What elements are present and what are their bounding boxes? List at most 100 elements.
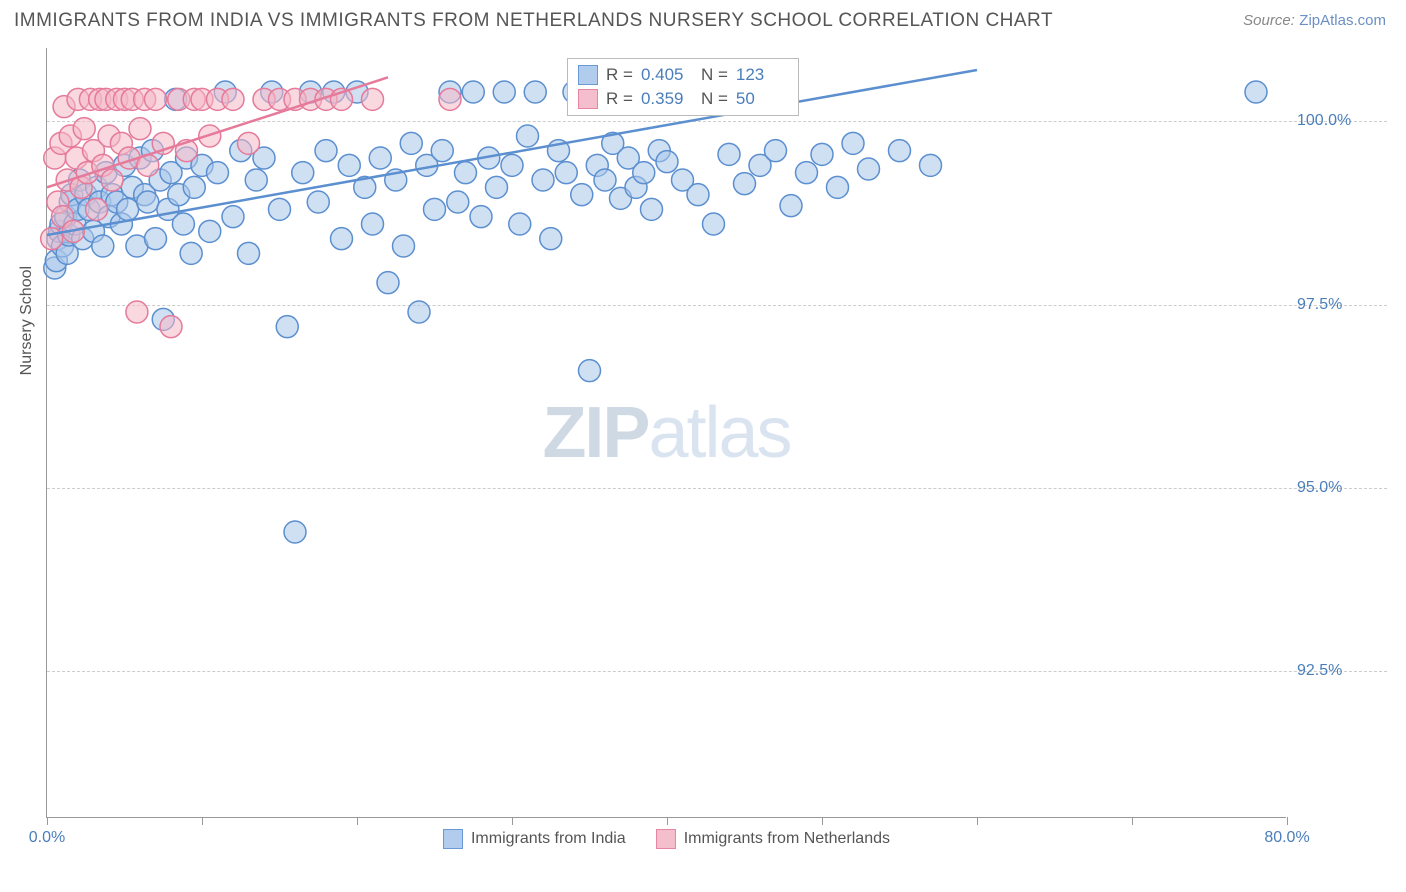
scatter-point xyxy=(129,118,151,140)
scatter-point xyxy=(315,140,337,162)
scatter-point xyxy=(183,176,205,198)
scatter-point xyxy=(408,301,430,323)
scatter-point xyxy=(811,143,833,165)
scatter-point xyxy=(276,316,298,338)
n-value: 50 xyxy=(736,89,788,109)
scatter-point xyxy=(245,169,267,191)
scatter-point xyxy=(765,140,787,162)
source-name: ZipAtlas.com xyxy=(1299,12,1386,29)
scatter-point xyxy=(633,162,655,184)
scatter-point xyxy=(92,235,114,257)
scatter-point xyxy=(338,154,360,176)
scatter-point xyxy=(517,125,539,147)
scatter-point xyxy=(199,220,221,242)
scatter-point xyxy=(424,198,446,220)
scatter-point xyxy=(222,88,244,110)
r-label: R = xyxy=(606,65,633,85)
scatter-point xyxy=(172,213,194,235)
scatter-point xyxy=(796,162,818,184)
scatter-point xyxy=(470,206,492,228)
scatter-point xyxy=(703,213,725,235)
chart-plot-area: ZIPatlas 92.5%95.0%97.5%100.0% 0.0%80.0%… xyxy=(46,48,1286,818)
scatter-point xyxy=(73,118,95,140)
stats-legend-row: R = 0.405 N = 123 xyxy=(578,63,788,87)
x-tick-mark xyxy=(1132,817,1133,825)
scatter-point xyxy=(571,184,593,206)
n-value: 123 xyxy=(736,65,788,85)
y-tick-label: 92.5% xyxy=(1297,662,1342,680)
y-tick-label: 95.0% xyxy=(1297,479,1342,497)
legend-swatch xyxy=(443,829,463,849)
scatter-point xyxy=(1245,81,1267,103)
r-value: 0.359 xyxy=(641,89,693,109)
scatter-point xyxy=(439,88,461,110)
x-tick-mark xyxy=(202,817,203,825)
scatter-point xyxy=(555,162,577,184)
x-tick-mark xyxy=(512,817,513,825)
scatter-point xyxy=(431,140,453,162)
scatter-point xyxy=(269,198,291,220)
scatter-point xyxy=(889,140,911,162)
scatter-point xyxy=(920,154,942,176)
scatter-point xyxy=(858,158,880,180)
scatter-point xyxy=(393,235,415,257)
scatter-point xyxy=(462,81,484,103)
scatter-point xyxy=(734,173,756,195)
x-tick-mark xyxy=(977,817,978,825)
scatter-point xyxy=(126,301,148,323)
legend-series-name: Immigrants from India xyxy=(471,830,626,848)
scatter-point xyxy=(362,213,384,235)
chart-title: IMMIGRANTS FROM INDIA VS IMMIGRANTS FROM… xyxy=(14,10,1053,32)
scatter-point xyxy=(447,191,469,213)
scatter-point xyxy=(86,198,108,220)
scatter-plot-svg xyxy=(47,48,1286,817)
scatter-point xyxy=(400,132,422,154)
scatter-point xyxy=(532,169,554,191)
scatter-point xyxy=(718,143,740,165)
scatter-point xyxy=(780,195,802,217)
scatter-point xyxy=(369,147,391,169)
scatter-point xyxy=(493,81,515,103)
scatter-point xyxy=(687,184,709,206)
scatter-point xyxy=(222,206,244,228)
x-tick-mark xyxy=(822,817,823,825)
scatter-point xyxy=(145,228,167,250)
scatter-point xyxy=(509,213,531,235)
y-axis-label: Nursery School xyxy=(18,266,36,375)
legend-item: Immigrants from India xyxy=(443,829,626,849)
scatter-point xyxy=(455,162,477,184)
scatter-point xyxy=(307,191,329,213)
scatter-point xyxy=(594,169,616,191)
scatter-point xyxy=(207,162,229,184)
scatter-point xyxy=(842,132,864,154)
n-label: N = xyxy=(701,65,728,85)
scatter-point xyxy=(827,176,849,198)
scatter-point xyxy=(137,191,159,213)
scatter-point xyxy=(656,151,678,173)
x-tick-mark xyxy=(1287,817,1288,825)
source-label: Source: xyxy=(1243,12,1295,29)
scatter-point xyxy=(331,228,353,250)
scatter-point xyxy=(540,228,562,250)
scatter-point xyxy=(377,272,399,294)
r-label: R = xyxy=(606,89,633,109)
legend-swatch xyxy=(578,89,598,109)
scatter-point xyxy=(180,242,202,264)
scatter-point xyxy=(238,242,260,264)
r-value: 0.405 xyxy=(641,65,693,85)
legend-swatch xyxy=(578,65,598,85)
x-tick-mark xyxy=(47,817,48,825)
scatter-point xyxy=(160,316,182,338)
scatter-point xyxy=(238,132,260,154)
legend-item: Immigrants from Netherlands xyxy=(656,829,890,849)
scatter-point xyxy=(41,228,63,250)
scatter-point xyxy=(284,521,306,543)
n-label: N = xyxy=(701,89,728,109)
scatter-point xyxy=(292,162,314,184)
source-attribution: Source: ZipAtlas.com xyxy=(1243,12,1386,30)
legend-series-name: Immigrants from Netherlands xyxy=(684,830,890,848)
stats-legend-row: R = 0.359 N = 50 xyxy=(578,87,788,111)
scatter-point xyxy=(641,198,663,220)
scatter-point xyxy=(101,169,123,191)
scatter-point xyxy=(486,176,508,198)
